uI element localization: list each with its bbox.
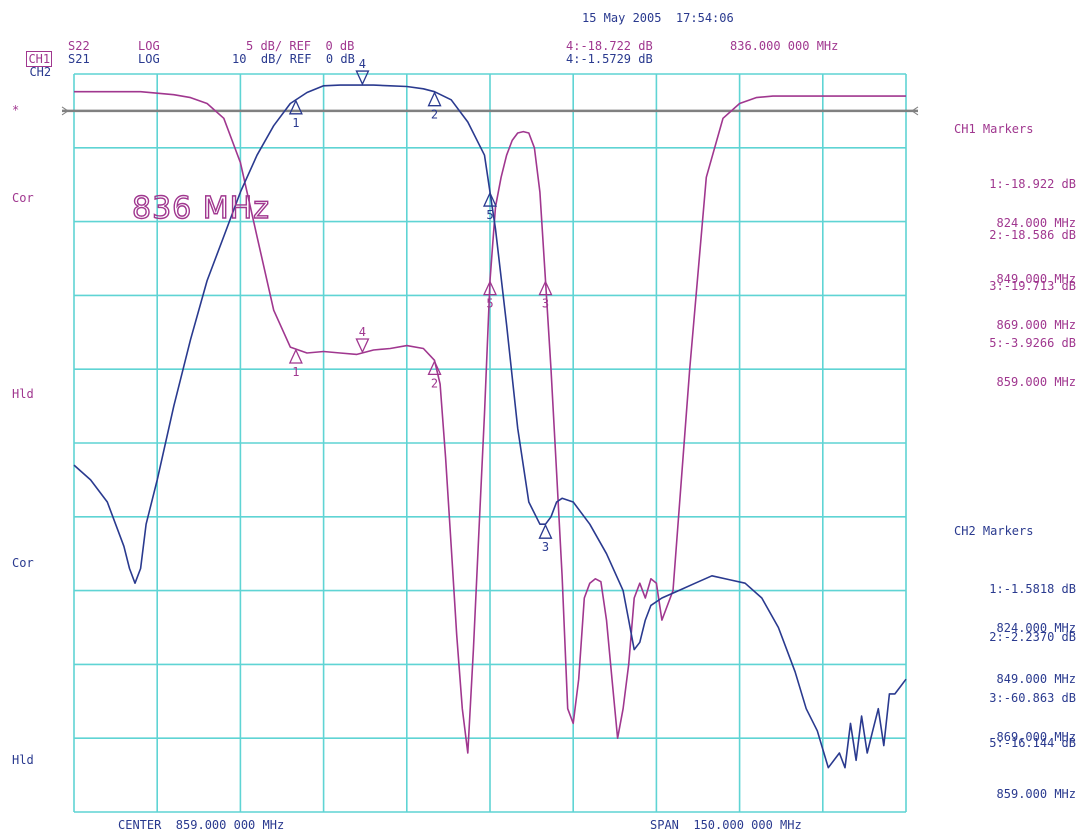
- ch2-format: LOG: [138, 52, 160, 66]
- ch1-scale: 5 dB/ REF 0 dB: [246, 39, 355, 53]
- marker-number: 2: [431, 108, 438, 122]
- marker-triangle: [427, 359, 442, 375]
- hld-label-ch2: Hld: [12, 753, 34, 767]
- ch2-param: S21: [68, 52, 90, 66]
- marker-ch2-readout: 4:-1.5729 dB: [566, 52, 653, 66]
- reference-line: [61, 106, 919, 116]
- traces: [73, 84, 907, 769]
- ch2-marker-3: 3:-60.863 dB 869.000 MHz: [954, 666, 1076, 757]
- ch1-header: CH1 S22 LOG 5 dB/ REF 0 dB: [12, 40, 354, 105]
- graticule: [73, 73, 907, 813]
- marker-number: 4: [359, 57, 366, 71]
- ch1-s22-trace: [74, 90, 906, 754]
- ch1-param: S22: [68, 39, 90, 53]
- ch1-marker-3: 3:-19.713 dB 869.000 MHz: [954, 254, 1076, 345]
- ch1-marker-freq: 849.000 MHz: [996, 272, 1076, 286]
- ch1-markers-title: CH1 Markers: [954, 122, 1034, 136]
- ch2-marker-value: 3:-60.863 dB: [989, 691, 1076, 705]
- marker-number: 3: [542, 540, 549, 554]
- marker-triangle: [482, 280, 498, 296]
- date-time: 15 May 2005 17:54:06: [582, 11, 734, 25]
- ch1-marker-2: 2:-18.586 dB 849.000 MHz: [954, 203, 1076, 299]
- marker-triangle: [355, 338, 370, 354]
- marker-triangle: [355, 70, 370, 86]
- ch1-label: CH1: [26, 51, 53, 67]
- marker-frequency: 836.000 000 MHz: [730, 39, 839, 53]
- ch2-marker-2: 2:-2.2370 dB 849.000 MHz: [954, 605, 1076, 699]
- ch2-marker-5: 5:-16.144 dB 859.000 MHz: [954, 711, 1076, 814]
- marker-triangle: [482, 191, 498, 207]
- ch1-format: LOG: [138, 39, 160, 53]
- star-marker: *: [12, 103, 20, 117]
- ch1-marker-1: 1:-18.922 dB 824.000 MHz: [954, 152, 1076, 243]
- marker-ch1-readout: 4:-18.722 dB: [566, 39, 653, 53]
- cor-label-ch1: Cor: [12, 191, 34, 205]
- marker-triangle: [427, 91, 442, 107]
- marker-triangle: [538, 280, 553, 296]
- ch1-marker-value: 5:-3.9266 dB: [989, 336, 1076, 350]
- ch2-marker-freq: 869.000 MHz: [996, 730, 1076, 744]
- marker-number: 4: [359, 325, 366, 339]
- reference-right-arrow: [911, 106, 919, 116]
- trace-markers: 1 4 2 5 3 1 4 2 5 3: [288, 57, 553, 554]
- ch2-marker-value: 2:-2.2370 dB: [989, 630, 1076, 644]
- ch1-marker-value: 3:-19.713 dB: [989, 279, 1076, 293]
- reference-left-arrow: [61, 106, 69, 116]
- ch1-marker-freq: 824.000 MHz: [996, 216, 1076, 230]
- span-frequency: SPAN 150.000 000 MHz: [650, 818, 802, 832]
- ch2-marker-1: 1:-1.5818 dB 824.000 MHz: [954, 557, 1076, 648]
- ch2-scale: 10 dB/ REF 0 dB: [232, 52, 355, 66]
- hld-label-ch1: Hld: [12, 387, 34, 401]
- ch2-s21-trace: [73, 84, 907, 769]
- ch1-marker-value: 2:-18.586 dB: [989, 228, 1076, 242]
- ch2-marker-freq: 849.000 MHz: [996, 672, 1076, 686]
- ch1-marker-freq: 869.000 MHz: [996, 318, 1076, 332]
- cor-label-ch2: Cor: [12, 556, 34, 570]
- marker-triangle: [538, 523, 553, 539]
- ch1-marker-freq: 859.000 MHz: [996, 375, 1076, 389]
- marker-number: 1: [292, 116, 299, 130]
- marker-number: 1: [292, 365, 299, 379]
- ch2-label: CH2: [29, 65, 52, 79]
- ch2-markers-title: CH2 Markers: [954, 524, 1034, 538]
- marker-number: 2: [431, 376, 438, 390]
- frequency-annotation: 836 MHz: [132, 191, 270, 226]
- marker-triangle: [288, 99, 303, 115]
- center-frequency: CENTER 859.000 000 MHz: [118, 818, 285, 832]
- marker-number: 3: [542, 297, 549, 311]
- ch1-marker-5: 5:-3.9266 dB 859.000 MHz: [954, 311, 1076, 402]
- ch2-marker-value: 5:-16.144 dB: [989, 736, 1076, 750]
- ch2-header: CH2 S21 LOG 10 dB/ REF 0 dB: [12, 53, 354, 118]
- ch2-marker-freq: 824.000 MHz: [996, 621, 1076, 635]
- ch1-marker-value: 1:-18.922 dB: [989, 177, 1076, 191]
- marker-triangle: [288, 348, 303, 364]
- marker-number: 5: [486, 208, 493, 222]
- marker-number: 5: [486, 297, 493, 311]
- ch2-marker-value: 1:-1.5818 dB: [989, 582, 1076, 596]
- ch2-marker-freq: 859.000 MHz: [996, 787, 1076, 801]
